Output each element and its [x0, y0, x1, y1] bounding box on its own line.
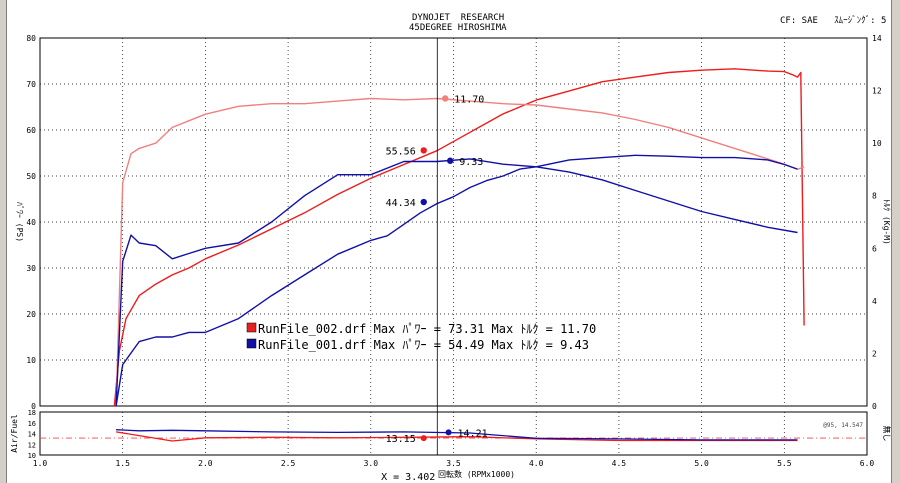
- value-marker: [446, 157, 454, 164]
- legend-entry: RunFile_001.drf Max ﾊﾟﾜｰ = 54.49 Max ﾄﾙｸ…: [258, 338, 589, 352]
- legend-entry: RunFile_002.drf Max ﾊﾟﾜｰ = 73.31 Max ﾄﾙｸ…: [258, 322, 596, 336]
- airfuel-y-tick-label: 16: [28, 420, 36, 428]
- y-tick-label-left: 10: [26, 356, 36, 365]
- x-tick-label: 5.5: [777, 459, 792, 468]
- y-tick-label-left: 70: [26, 80, 36, 89]
- value-marker: [420, 198, 427, 206]
- y-tick-label-left: 60: [26, 126, 36, 135]
- legend-swatch: [246, 322, 257, 333]
- x-tick-label: 5.0: [694, 459, 709, 468]
- y-tick-label-right: 12: [872, 87, 882, 96]
- y-tick-label-left: 30: [26, 264, 36, 273]
- airfuel-y-tick-label: 18: [28, 409, 36, 417]
- y-tick-label-left: 80: [26, 34, 36, 43]
- x-tick-label: 2.0: [198, 459, 213, 468]
- airfuel-axis-title-right: 無し: [882, 426, 892, 442]
- y-tick-label-right: 14: [872, 34, 882, 43]
- y-tick-label-right: 0: [872, 402, 877, 411]
- x-tick-label: 1.0: [33, 459, 48, 468]
- y-tick-label-left: 40: [26, 218, 36, 227]
- airfuel-y-tick-label: 12: [28, 441, 36, 449]
- y-tick-label-right: 4: [872, 297, 877, 306]
- y-tick-label-right: 2: [872, 349, 877, 358]
- y-tick-label-left: 50: [26, 172, 36, 181]
- x-axis-title: 回転数 (RPMx1000): [438, 469, 515, 479]
- x-tick-label: 4.5: [612, 459, 627, 468]
- value-label: 55.56: [386, 146, 416, 157]
- cursor-readout: X = 3.402: [381, 472, 435, 483]
- airfuel-series-line-1: [116, 429, 798, 441]
- x-tick-label: 6.0: [860, 459, 875, 468]
- y-tick-label-right: 10: [872, 139, 882, 148]
- x-tick-label: 3.0: [364, 459, 379, 468]
- header-title-line2: 45DEGREE HIROSHIMA: [409, 23, 507, 33]
- airfuel-axis-title: Air/Fuel: [10, 414, 19, 453]
- y-tick-label-left: 20: [26, 310, 36, 319]
- value-label: 11.70: [454, 94, 484, 105]
- airfuel-value-marker: [420, 435, 427, 442]
- y-tick-label-right: 8: [872, 192, 877, 201]
- airfuel-value-label: 14.21: [458, 428, 488, 439]
- value-marker: [442, 95, 449, 102]
- header-title-line1: DYNOJET RESEARCH: [412, 13, 505, 23]
- value-marker: [420, 147, 427, 154]
- airfuel-plot-frame: [39, 411, 868, 456]
- y-tick-label-left: 0: [31, 402, 36, 411]
- x-tick-label: 2.5: [281, 459, 296, 468]
- series-line-0: [113, 68, 805, 407]
- airfuel-y-tick-label: 10: [28, 452, 36, 460]
- airfuel-reference-label: @95, 14.547: [823, 422, 863, 429]
- x-tick-label: 4.0: [529, 459, 544, 468]
- x-tick-label: 1.5: [115, 459, 130, 468]
- legend-swatch: [246, 338, 257, 349]
- value-label: 44.34: [386, 198, 416, 209]
- y-tick-label-right: 6: [872, 244, 877, 253]
- x-tick-label: 3.5: [446, 459, 461, 468]
- y-axis-title-left: ﾊﾟﾜｰ (PS): [15, 202, 24, 242]
- airfuel-series-line-0: [115, 431, 798, 442]
- y-axis-title-right: ﾄﾙｸ (Kg-M): [882, 199, 891, 245]
- airfuel-value-marker: [445, 429, 452, 436]
- airfuel-y-tick-label: 14: [28, 431, 36, 439]
- series-line-3: [115, 158, 798, 407]
- window-frame-right: [891, 0, 900, 483]
- airfuel-value-label: 13.15: [386, 434, 416, 445]
- header-settings: CF: SAE ｽﾑｰｼﾞﾝｸﾞ: 5: [780, 16, 887, 26]
- window-frame-left: [0, 0, 7, 483]
- value-label: 9.33: [459, 157, 483, 168]
